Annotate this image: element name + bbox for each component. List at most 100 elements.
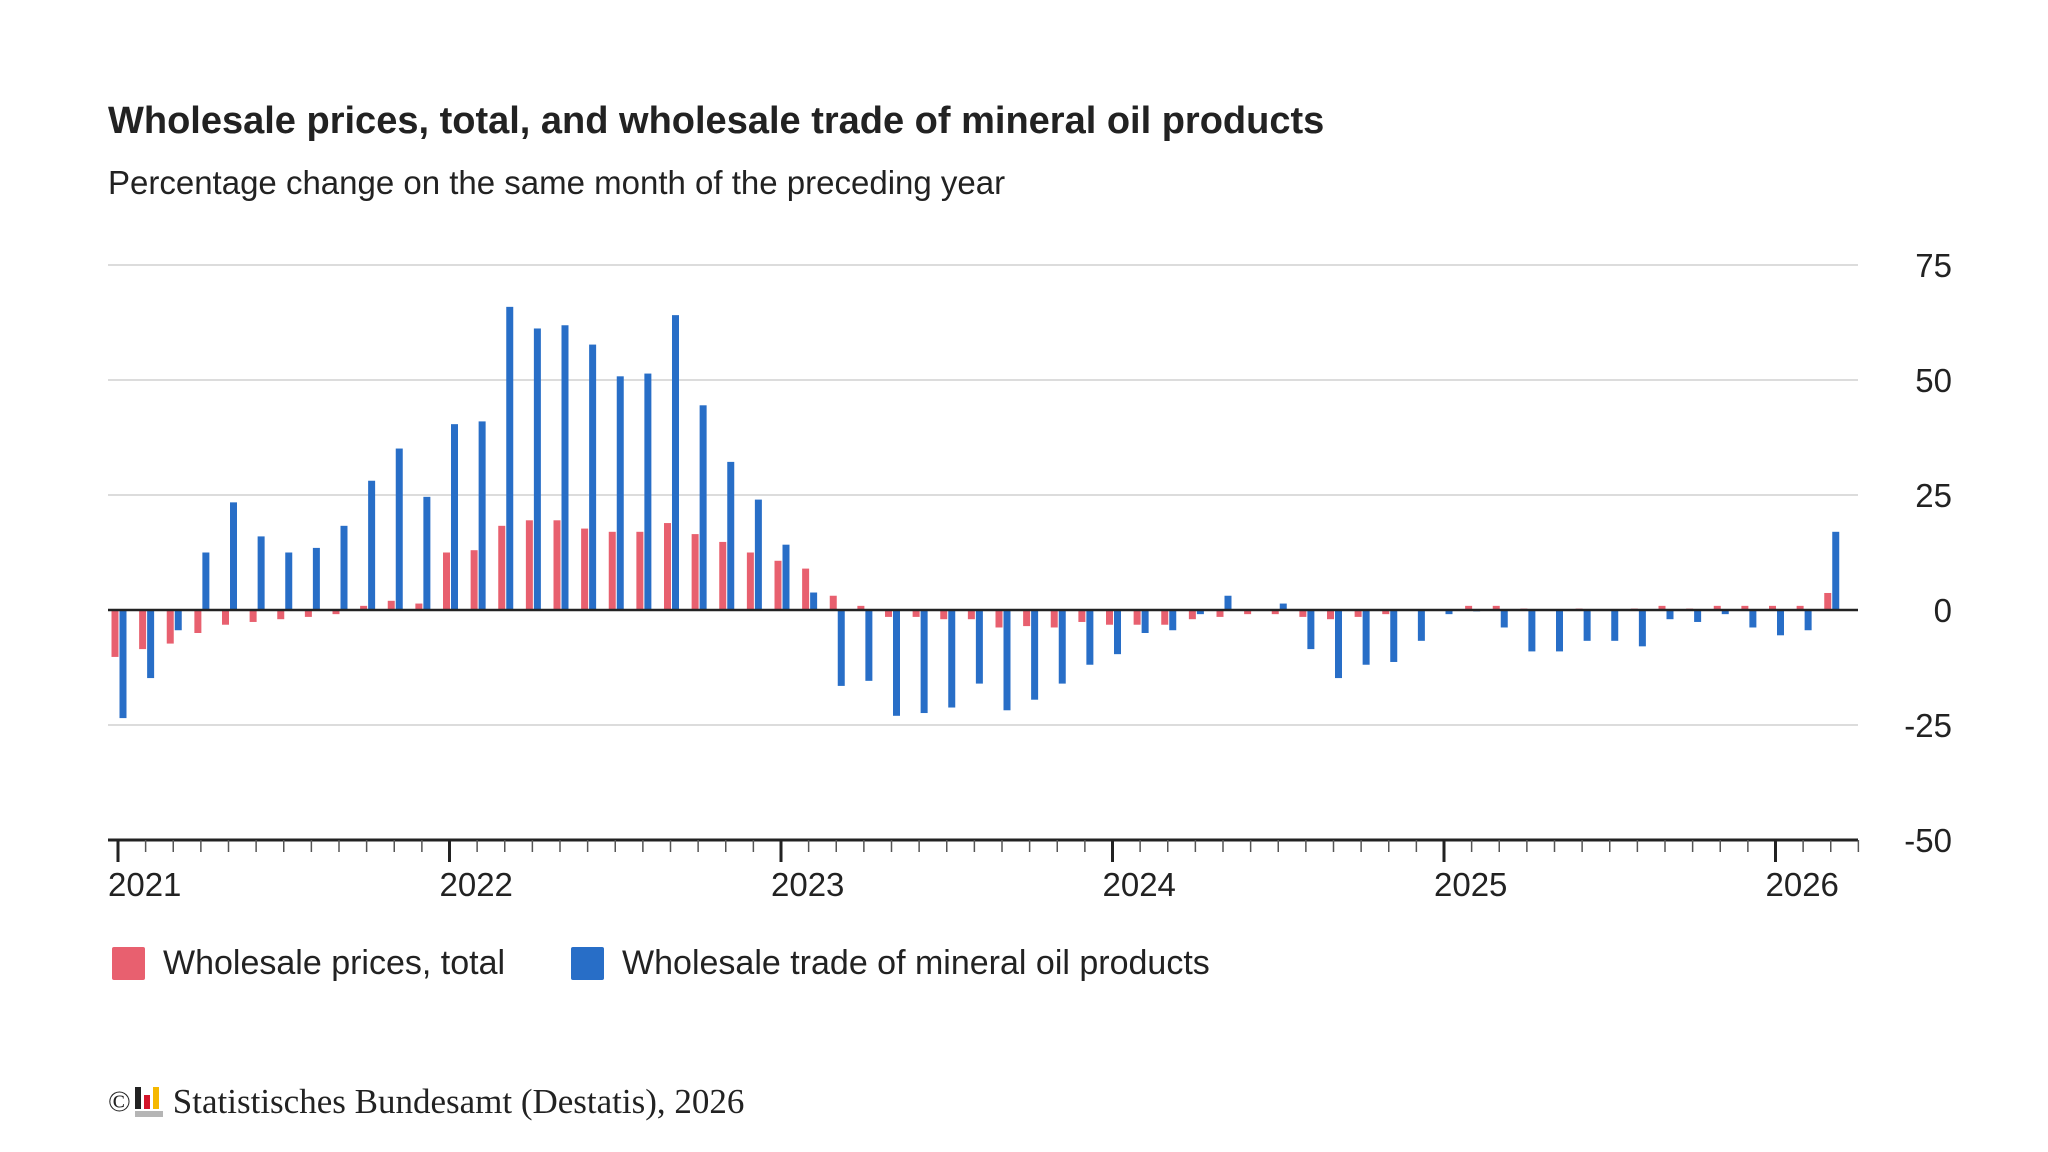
bar-wholesale-prices — [1161, 610, 1169, 625]
x-tick-label: 2024 — [1103, 866, 1176, 903]
x-tick-label: 2022 — [440, 866, 513, 903]
y-tick-label: 50 — [1915, 362, 1952, 399]
bar-mineral-oil — [754, 499, 762, 610]
bar-mineral-oil — [1445, 610, 1453, 615]
legend: Wholesale prices, total Wholesale trade … — [112, 944, 1276, 983]
bar-wholesale-prices — [829, 595, 837, 610]
bar-mineral-oil — [1031, 610, 1039, 700]
bar-wholesale-prices — [1078, 610, 1086, 622]
bar-mineral-oil — [920, 610, 928, 714]
legend-swatch-red — [112, 947, 145, 980]
bar-mineral-oil — [1638, 610, 1646, 647]
bar-mineral-oil — [589, 344, 597, 610]
bar-wholesale-prices — [277, 610, 285, 620]
bar-wholesale-prices — [581, 528, 589, 610]
y-tick-label: 0 — [1934, 592, 1952, 629]
bar-wholesale-prices — [1133, 610, 1141, 625]
legend-item-wholesale-prices[interactable]: Wholesale prices, total — [112, 944, 505, 983]
bar-mineral-oil — [782, 544, 790, 610]
bar-wholesale-prices — [967, 610, 975, 620]
bar-wholesale-prices — [1713, 605, 1721, 610]
bar-mineral-oil — [423, 496, 431, 610]
bar-mineral-oil — [312, 547, 320, 610]
bar-wholesale-prices — [1465, 605, 1473, 610]
bar-wholesale-prices — [1244, 610, 1252, 615]
bar-mineral-oil — [1749, 610, 1757, 628]
bar-mineral-oil — [478, 421, 486, 610]
bar-wholesale-prices — [166, 610, 174, 644]
bar-mineral-oil — [1583, 610, 1591, 641]
bar-mineral-oil — [1307, 610, 1315, 650]
bar-mineral-oil — [451, 424, 458, 610]
y-tick-label: -50 — [1904, 822, 1952, 859]
x-tick-label: 2023 — [771, 866, 844, 903]
chart-title: Wholesale prices, total, and wholesale t… — [108, 100, 1325, 142]
bar-wholesale-prices — [1050, 610, 1058, 628]
bar-mineral-oil — [1003, 610, 1011, 711]
bar-wholesale-prices — [498, 525, 506, 610]
bar-wholesale-prices — [470, 550, 478, 610]
bar-wholesale-prices — [1824, 592, 1832, 610]
bar-mineral-oil — [1694, 610, 1702, 622]
bar-wholesale-prices — [1492, 605, 1500, 610]
bar-mineral-oil — [810, 592, 818, 610]
y-tick-label: 75 — [1915, 247, 1952, 284]
x-tick-label: 2025 — [1434, 866, 1507, 903]
bar-mineral-oil — [1804, 610, 1812, 631]
bar-wholesale-prices — [912, 610, 920, 617]
legend-label: Wholesale prices, total — [163, 944, 506, 982]
bar-mineral-oil — [1335, 610, 1342, 679]
bar-wholesale-prices — [940, 610, 948, 620]
bar-mineral-oil — [561, 325, 569, 610]
bar-mineral-oil — [1058, 610, 1066, 684]
bar-mineral-oil — [1086, 610, 1094, 665]
bar-mineral-oil — [202, 552, 210, 610]
bar-wholesale-prices — [664, 523, 671, 610]
bar-mineral-oil — [285, 552, 293, 610]
bar-wholesale-prices — [304, 610, 312, 617]
bar-mineral-oil — [727, 461, 735, 610]
bar-wholesale-prices — [857, 605, 865, 610]
bar-wholesale-prices — [139, 610, 147, 650]
legend-item-mineral-oil[interactable]: Wholesale trade of mineral oil products — [571, 944, 1210, 983]
bar-mineral-oil — [975, 610, 983, 684]
bar-wholesale-prices — [1271, 610, 1279, 615]
bar-mineral-oil — [1196, 610, 1204, 615]
bar-mineral-oil — [1777, 610, 1784, 636]
bar-wholesale-prices — [1299, 610, 1307, 617]
bar-mineral-oil — [837, 610, 845, 686]
bar-wholesale-prices — [249, 610, 257, 622]
bar-mineral-oil — [1390, 610, 1398, 662]
bar-mineral-oil — [395, 448, 403, 610]
x-tick-label: 2021 — [108, 866, 181, 903]
y-tick-label: -25 — [1904, 707, 1952, 744]
bar-wholesale-prices — [1354, 610, 1362, 617]
bar-wholesale-prices — [222, 610, 229, 625]
bar-wholesale-prices — [525, 520, 533, 610]
bar-wholesale-prices — [443, 552, 450, 610]
bar-wholesale-prices — [1106, 610, 1113, 625]
bar-wholesale-prices — [332, 610, 340, 615]
bar-mineral-oil — [1721, 610, 1729, 615]
bar-wholesale-prices — [1023, 610, 1031, 627]
bar-mineral-oil — [1362, 610, 1370, 665]
bar-wholesale-prices — [719, 541, 727, 610]
destatis-logo-icon — [134, 1087, 163, 1117]
bar-wholesale-prices — [608, 531, 616, 610]
bar-mineral-oil — [174, 610, 182, 631]
bar-wholesale-prices — [802, 568, 810, 610]
bar-mineral-oil — [119, 610, 127, 719]
bar-wholesale-prices — [636, 531, 644, 610]
bar-mineral-oil — [1224, 595, 1232, 610]
bar-wholesale-prices — [1188, 610, 1196, 620]
bar-mineral-oil — [1500, 610, 1508, 628]
copyright-icon: © — [108, 1085, 131, 1118]
bar-wholesale-prices — [1741, 605, 1749, 610]
bar-wholesale-prices — [1658, 605, 1666, 610]
bar-wholesale-prices — [111, 610, 119, 657]
bar-wholesale-prices — [885, 610, 892, 617]
bar-mineral-oil — [893, 610, 900, 716]
bar-mineral-oil — [533, 328, 541, 610]
bar-mineral-oil — [672, 315, 679, 610]
bar-mineral-oil — [1666, 610, 1674, 620]
